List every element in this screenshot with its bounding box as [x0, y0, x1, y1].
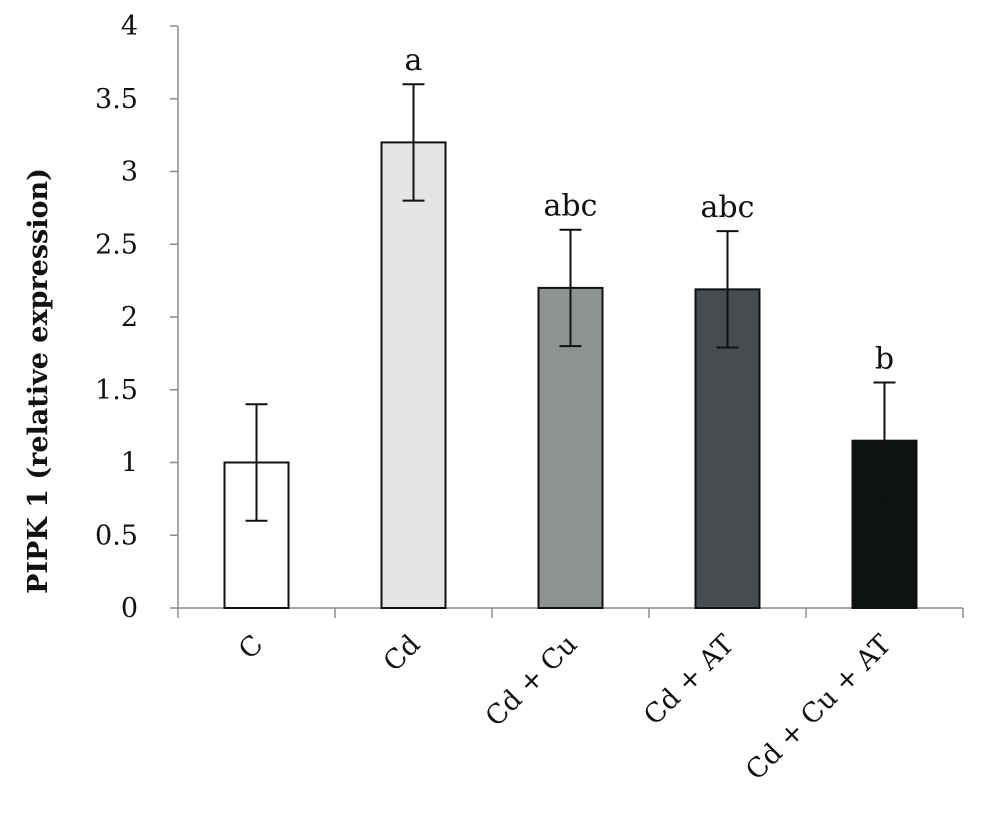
y-tick-label: 2.5 [95, 229, 138, 260]
y-tick-label: 1.5 [95, 375, 138, 406]
significance-label: b [875, 341, 894, 376]
y-tick-label: 3.5 [95, 84, 138, 115]
y-tick-label: 3 [121, 157, 138, 188]
significance-label: abc [544, 189, 598, 224]
x-tick-label: C [233, 629, 270, 666]
y-tick-label: 0 [121, 593, 138, 624]
significance-label: a [405, 43, 423, 78]
x-tick-label: Cd [378, 629, 427, 678]
x-tick-label: Cd + AT [638, 629, 740, 731]
bar [380, 141, 447, 609]
y-tick-label: 4 [121, 11, 138, 42]
x-tick-label: Cd + Cu + AT [740, 629, 897, 786]
y-tick-label: 0.5 [95, 520, 138, 551]
y-tick-label: 2 [121, 302, 138, 333]
bar [223, 461, 290, 609]
y-axis-title: PIPK 1 (relative expression) [23, 168, 54, 594]
bars [223, 83, 918, 609]
y-tick-label: 1 [121, 448, 138, 479]
x-tick-label: Cd + Cu [480, 629, 584, 733]
significance-label: abc [701, 190, 755, 225]
axes: 0 0.5 1 1.5 2 2.5 3 3.5 4 [95, 11, 964, 624]
